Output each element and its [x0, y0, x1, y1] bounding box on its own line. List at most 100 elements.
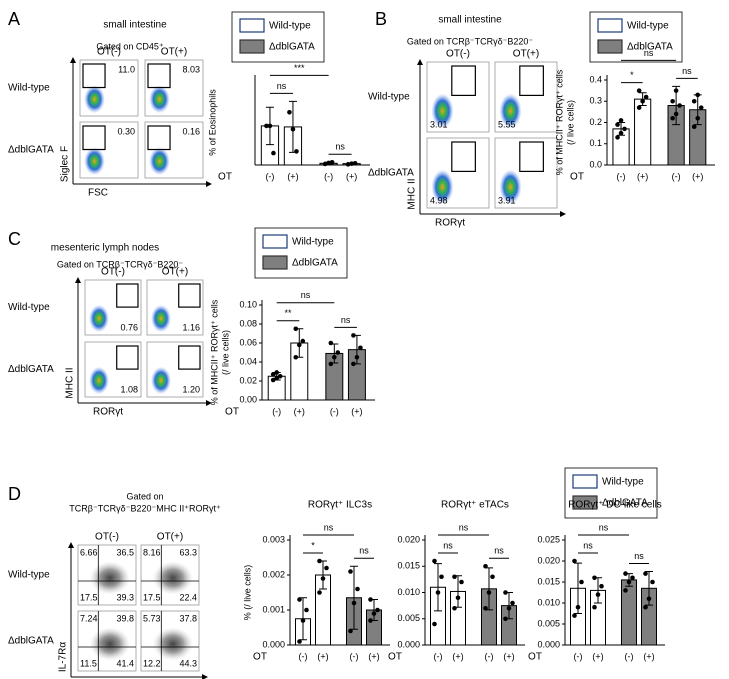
- sig-label: ns: [682, 66, 692, 76]
- flow-row-label: Wild-type: [368, 92, 410, 103]
- data-point: [375, 607, 380, 613]
- gate: [116, 345, 139, 370]
- ot-level: (+): [287, 171, 298, 181]
- data-point: [328, 361, 334, 367]
- data-point: [695, 115, 701, 121]
- ot-level: (-): [574, 651, 583, 661]
- y-tick-label: 0.025: [537, 534, 560, 544]
- y-tick-label: 0.010: [397, 587, 420, 597]
- legend-swatch: [262, 234, 288, 249]
- data-point: [329, 159, 335, 165]
- flow-y-axis: MHC II: [65, 367, 76, 398]
- data-point: [267, 123, 273, 129]
- ot-label: OT: [218, 172, 232, 183]
- flow-row-label: ΔdblGATA: [8, 364, 54, 375]
- data-point: [615, 135, 620, 140]
- quadrant-value: 8.16: [143, 547, 161, 557]
- data-point: [335, 350, 341, 355]
- y-tick-label: 0.000: [537, 639, 560, 649]
- y-tick-label: 0.2: [589, 117, 602, 127]
- flow-row-label: ΔdblGATA: [368, 168, 414, 179]
- flow-column-label: OT(+): [513, 49, 539, 60]
- y-tick-label: 0.010: [537, 597, 560, 607]
- sig-label: ns: [494, 546, 504, 556]
- data-point: [490, 574, 495, 580]
- ot-label: OT: [388, 652, 402, 663]
- quadrant-value: 39.8: [116, 613, 134, 623]
- sig-label: ns: [644, 48, 654, 58]
- legend-label: ΔdblGATA: [627, 42, 673, 53]
- y-tick-label: 0.04: [239, 356, 257, 366]
- gate: [451, 141, 476, 172]
- data-point: [643, 571, 648, 576]
- ot-level: (+): [637, 171, 648, 181]
- flow-y-axis: Siglec F: [60, 146, 71, 182]
- panel-letter: C: [8, 229, 21, 249]
- sig-label: ns: [335, 142, 345, 152]
- data-point: [294, 149, 299, 154]
- y-tick-label: 0.003: [262, 534, 285, 544]
- gate-value: 3.01: [430, 119, 448, 129]
- data-point: [623, 588, 628, 593]
- gate-text: Gated on TCRβ⁻TCRγδ⁻B220⁻: [57, 259, 184, 269]
- y-axis-label: % of MHCII⁺ RORγt⁺ cells: [554, 69, 564, 175]
- legend-label: ΔdblGATA: [292, 258, 338, 269]
- data-point: [300, 618, 306, 623]
- gate-value: 11.0: [118, 64, 135, 74]
- data-point: [592, 575, 597, 581]
- y-tick-label: 0.000: [262, 639, 285, 649]
- y-tick-label: 0.02: [239, 375, 257, 385]
- gate: [519, 65, 544, 96]
- data-point: [348, 628, 353, 634]
- ot-level: (-): [617, 171, 626, 181]
- data-point: [317, 590, 322, 595]
- quadrant-value: 36.5: [116, 547, 134, 557]
- data-point: [296, 342, 302, 348]
- gate-value: 1.08: [120, 384, 138, 394]
- gate: [82, 125, 106, 151]
- data-point: [351, 361, 356, 367]
- data-point: [277, 373, 283, 379]
- gate: [519, 141, 544, 172]
- gate-value: 5.55: [498, 119, 516, 129]
- data-point: [297, 597, 302, 602]
- dot-density: [431, 93, 454, 129]
- tissue-label: small intestine: [438, 15, 502, 26]
- data-point: [322, 161, 328, 167]
- gate-value: 1.20: [182, 384, 200, 394]
- data-point: [486, 590, 492, 595]
- sig-label: ns: [277, 81, 287, 91]
- data-point: [368, 618, 373, 623]
- y-tick-label: 0.0: [589, 159, 602, 169]
- y-axis-label: % of MHCII⁺ RORγt⁺ cells: [209, 299, 219, 405]
- flow-column-label: OT(+): [162, 267, 188, 278]
- ot-level: (+): [368, 651, 379, 661]
- data-point: [452, 605, 457, 611]
- data-point: [622, 126, 627, 132]
- dot-density: [499, 93, 522, 129]
- data-point: [691, 124, 697, 130]
- dot-density: [88, 304, 110, 333]
- data-point: [673, 111, 679, 117]
- data-point: [618, 130, 624, 136]
- ot-level: (+): [452, 651, 463, 661]
- panel-letter: D: [8, 484, 21, 504]
- legend-swatch: [262, 255, 288, 270]
- flow-column-label: OT(-): [97, 47, 121, 58]
- sig-label: ns: [324, 522, 334, 532]
- legend-swatch: [597, 18, 623, 33]
- gate-value: 8.03: [182, 64, 200, 74]
- ot-level: (+): [346, 171, 357, 181]
- error-bar: [434, 563, 442, 612]
- data-point: [643, 604, 648, 610]
- ot-level: (+): [317, 651, 328, 661]
- dot-density: [84, 147, 105, 176]
- y-tick-label: 0.001: [262, 604, 285, 614]
- data-point: [264, 123, 269, 129]
- panel-letter: B: [375, 9, 387, 29]
- data-point: [328, 340, 334, 346]
- legend-swatch: [572, 474, 598, 489]
- data-point: [599, 583, 604, 589]
- quadrant-value: 5.73: [143, 613, 161, 623]
- data-point: [439, 574, 444, 580]
